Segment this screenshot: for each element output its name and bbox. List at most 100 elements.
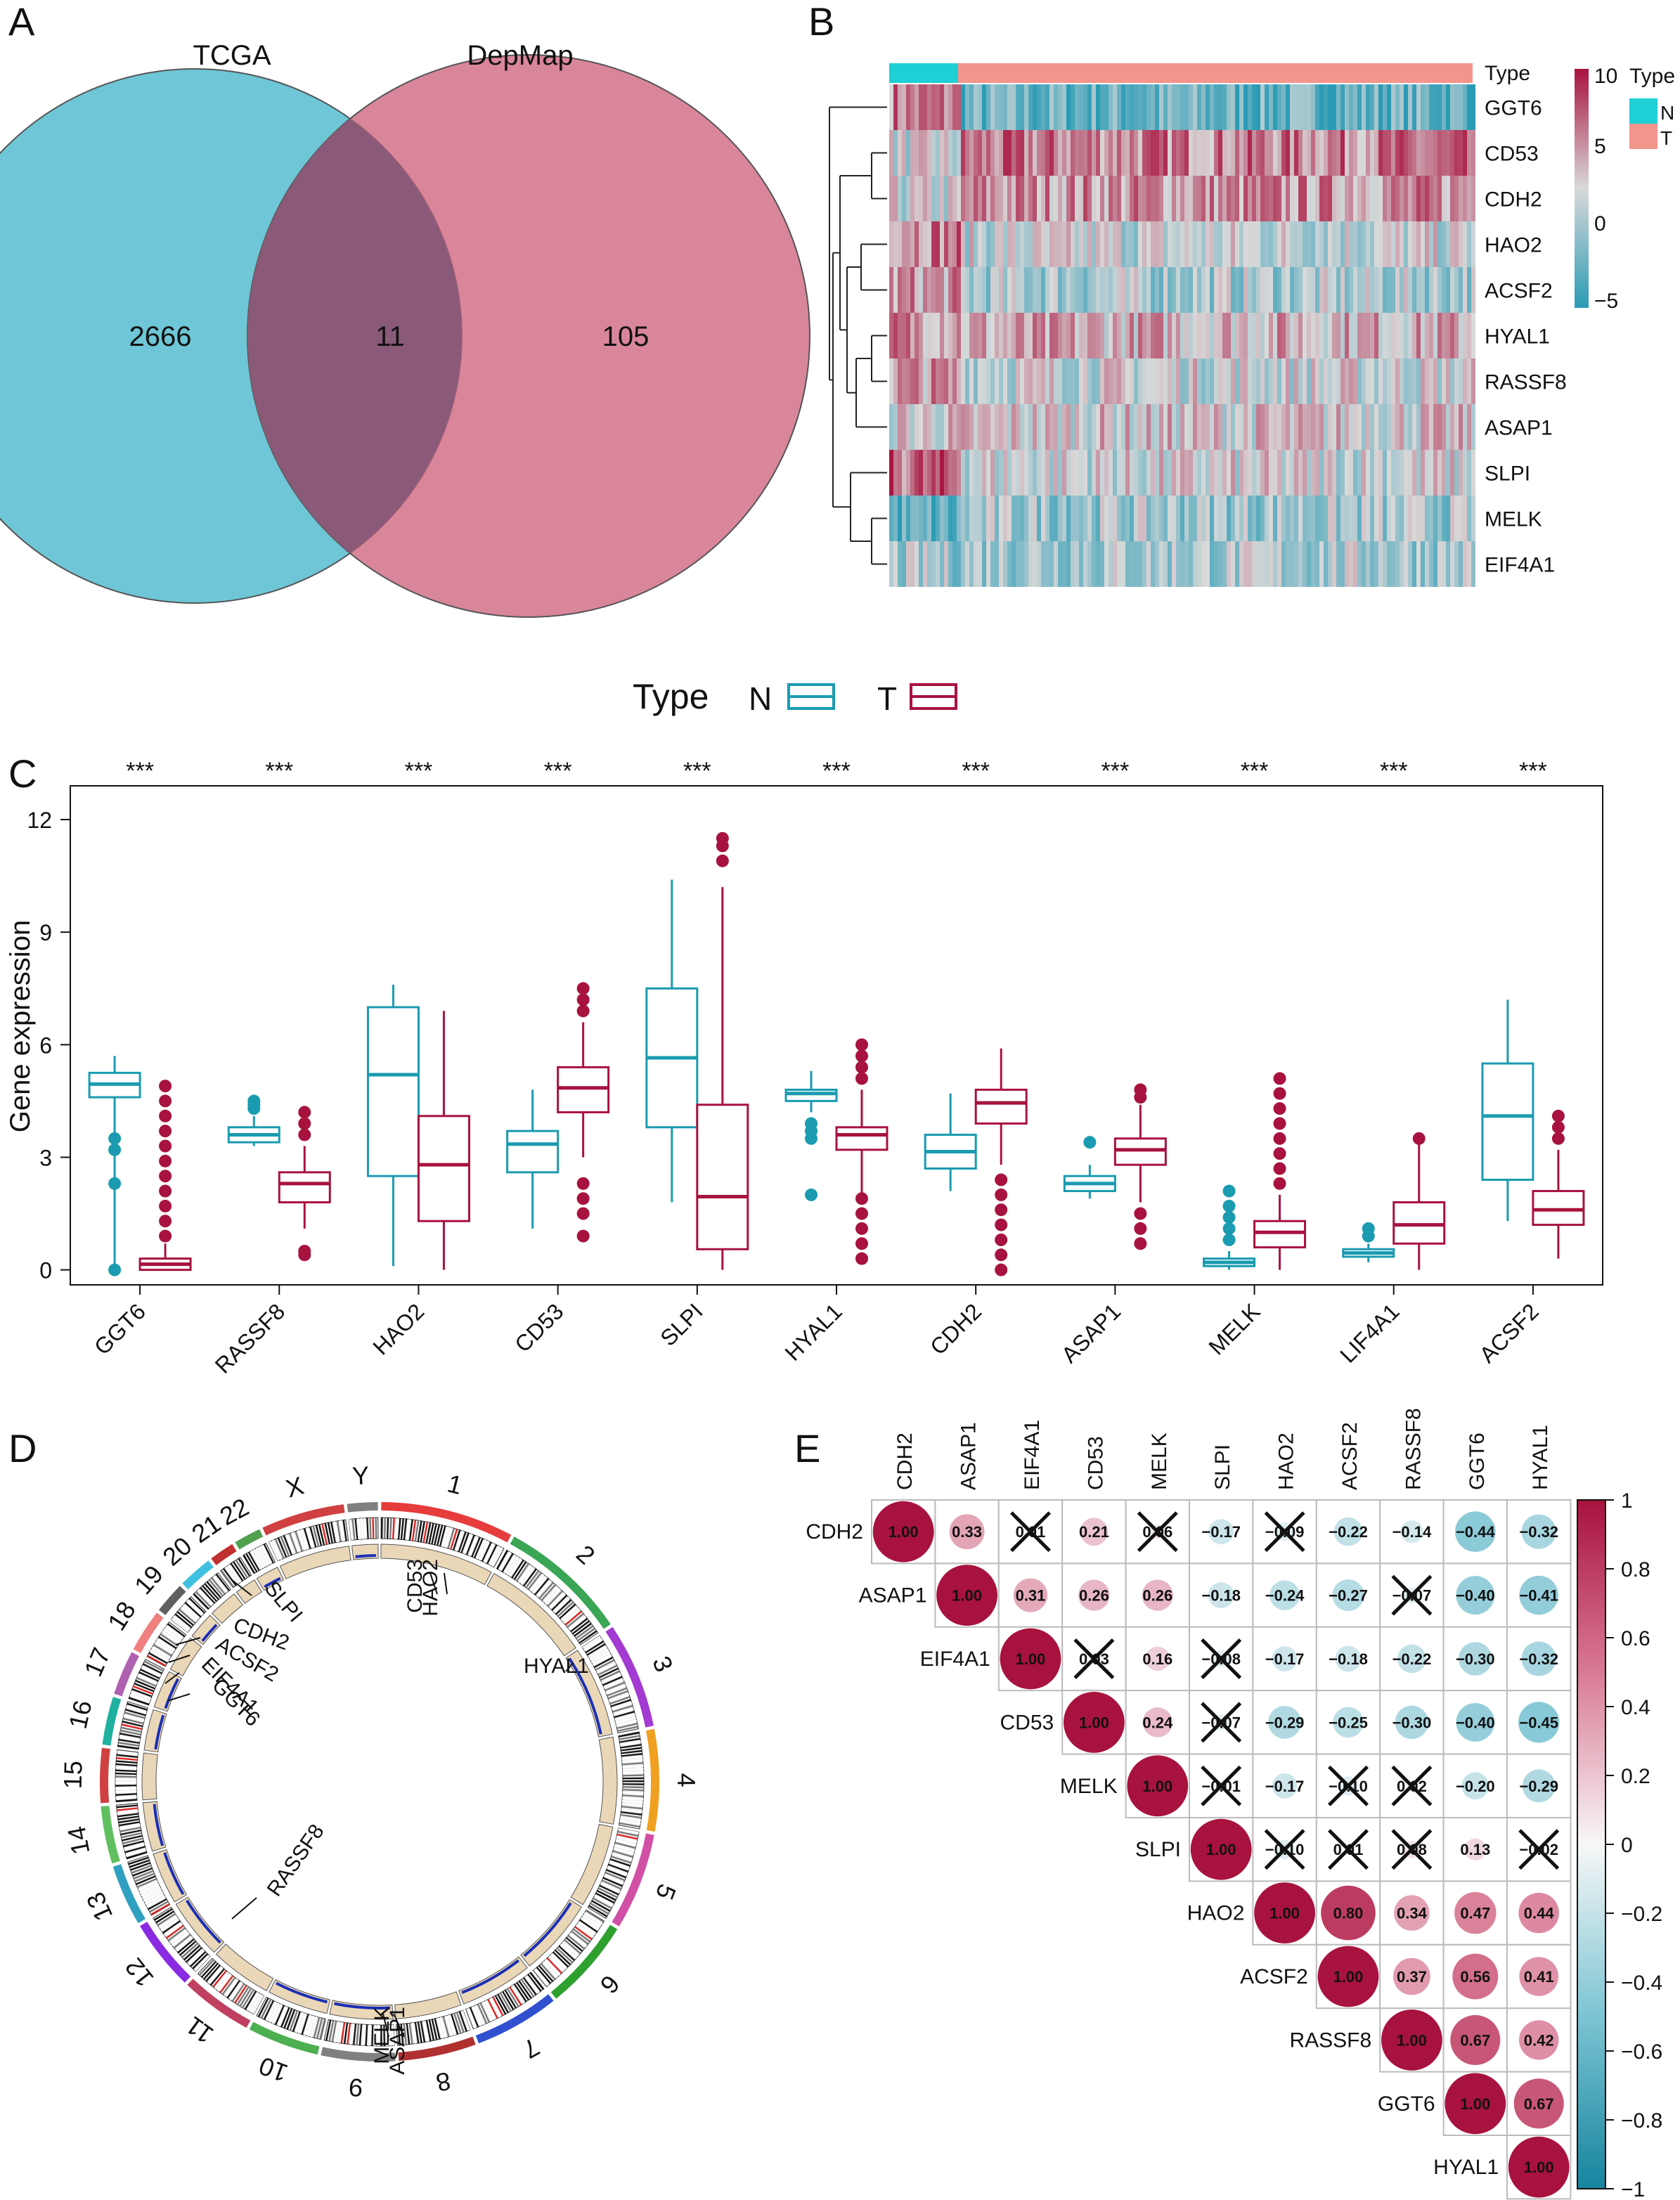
heatmap-cell	[1336, 450, 1340, 496]
heatmap-cell	[1273, 450, 1277, 496]
circos-band	[165, 1625, 183, 1640]
heatmap-cell	[1324, 358, 1328, 404]
heatmap-cell	[1345, 313, 1349, 358]
circos-band	[125, 1849, 146, 1856]
boxplot-y-axis-label: Gene expression	[5, 920, 36, 1132]
circos-band	[461, 2010, 471, 2031]
circos-band	[192, 1953, 209, 1969]
heatmap-cell	[990, 404, 995, 450]
circos-band	[255, 1547, 267, 1567]
correlation-value-label: −0.17	[1265, 1650, 1305, 1668]
heatmap-cell	[944, 358, 948, 404]
heatmap-cell	[1138, 176, 1142, 221]
circos-gene-label: HYAL1	[524, 1655, 589, 1678]
circos-band	[157, 1913, 176, 1927]
circos-band	[242, 1989, 254, 2009]
circos-band	[534, 1968, 549, 1986]
correlation-circle	[1381, 2010, 1442, 2071]
heatmap-cell	[1096, 313, 1100, 358]
circos-band	[613, 1707, 634, 1716]
boxplot-marks	[88, 832, 1585, 1276]
heatmap-cell	[1054, 450, 1058, 496]
venn-depmap-label: DepMap	[467, 40, 573, 71]
heatmap-cell	[1151, 267, 1155, 313]
circos-band	[137, 1674, 157, 1685]
heatmap-cell	[1366, 541, 1370, 587]
heatmap-cell	[1176, 221, 1180, 267]
heatmap-cell	[1374, 176, 1378, 221]
correlation-nonsig-cross	[1201, 1765, 1242, 1806]
heatmap-cell	[1425, 176, 1429, 221]
heatmap-cell	[1370, 496, 1374, 541]
heatmap-cell	[1298, 221, 1303, 267]
circos-band	[586, 1643, 606, 1656]
heatmap-cell	[1404, 221, 1408, 267]
boxplot-box-t	[278, 1171, 331, 1204]
circos-band	[115, 1782, 137, 1784]
correlation-value-label: −0.27	[1329, 1587, 1368, 1605]
circos-band	[375, 1518, 377, 1539]
circos-band	[614, 1842, 636, 1849]
circos-track	[486, 1573, 576, 1657]
heatmap-cell	[1184, 496, 1189, 541]
heatmap-cell	[1328, 176, 1332, 221]
heatmap-cell	[1130, 176, 1134, 221]
heatmap-cell	[902, 267, 906, 313]
circos-chromosome-outline	[646, 1728, 659, 1832]
heatmap-cell	[1121, 358, 1125, 404]
heatmap-cell	[1446, 404, 1450, 450]
correlation-value-label: −0.32	[1519, 1523, 1558, 1541]
heatmap-cell	[1387, 84, 1391, 130]
heatmap-cell	[1096, 404, 1100, 450]
circos-band	[602, 1877, 623, 1887]
heatmap-cell	[1020, 404, 1024, 450]
heatmap-cell	[1193, 313, 1197, 358]
heatmap-cell	[1020, 358, 1024, 404]
correlation-nonsig-cross	[1201, 1702, 1242, 1743]
heatmap-cell	[906, 130, 910, 176]
circos-chromosome-label: 17	[78, 1643, 115, 1681]
heatmap-cell	[1395, 176, 1400, 221]
heatmap-cell	[1020, 313, 1024, 358]
heatmap-cell	[1206, 130, 1210, 176]
heatmap-cell	[1243, 541, 1248, 587]
heatmap-cell	[1269, 84, 1273, 130]
heatmap-cell	[1311, 496, 1315, 541]
heatmap-cell	[898, 221, 902, 267]
heatmap-cell	[986, 313, 990, 358]
circos-band	[411, 1520, 417, 1541]
heatmap-cell	[1083, 496, 1087, 541]
circos-band	[516, 1982, 530, 2001]
circos-band	[543, 1586, 559, 1603]
heatmap-cell	[1012, 450, 1016, 496]
circos-cnv-line	[334, 2002, 391, 2010]
heatmap-cell	[1286, 404, 1290, 450]
heatmap-cell	[1345, 267, 1349, 313]
heatmap-cell	[1016, 404, 1020, 450]
heatmap-cell	[1307, 176, 1311, 221]
circos-band	[622, 1797, 644, 1801]
circos-band	[115, 1785, 137, 1787]
circos-band	[289, 2010, 298, 2031]
heatmap-cell	[1332, 130, 1336, 176]
circos-band	[149, 1901, 169, 1913]
heatmap-cell	[1349, 130, 1353, 176]
circos-band	[117, 1807, 138, 1811]
circos-band	[583, 1638, 602, 1651]
heatmap-cell	[915, 496, 919, 541]
heatmap-cell	[1425, 84, 1429, 130]
heatmap-cell	[1429, 541, 1433, 587]
circos-band	[536, 1579, 552, 1598]
circos-cnv-line	[154, 1714, 165, 1750]
heatmap-cell	[1222, 450, 1227, 496]
circos-band	[235, 1559, 248, 1579]
circos-band	[336, 1520, 342, 1542]
heatmap-cell	[1362, 313, 1366, 358]
correlation-color-bar-tick-label: 0.2	[1621, 1765, 1650, 1788]
heatmap-cell	[1374, 221, 1378, 267]
heatmap-cell	[1260, 221, 1265, 267]
circos-band	[153, 1644, 172, 1657]
boxplot-category-label: SLPI	[655, 1298, 708, 1351]
boxplot-box-t	[696, 1104, 749, 1250]
heatmap-cell	[986, 267, 990, 313]
